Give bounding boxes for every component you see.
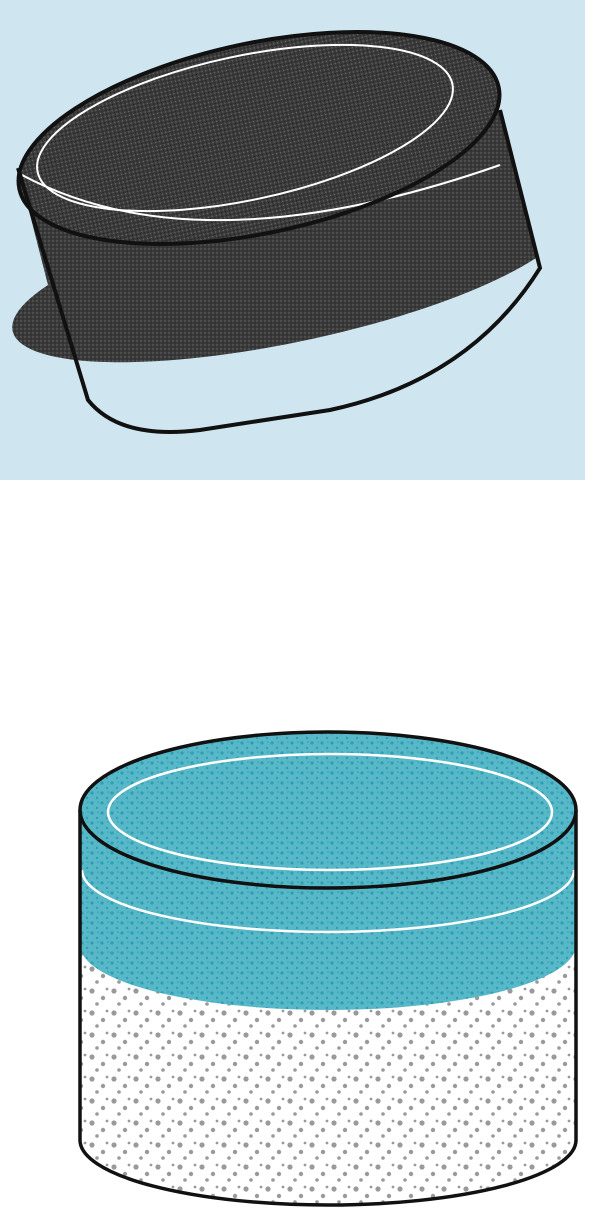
cylinder-inner-ring (106, 752, 554, 872)
cylinder-rim-line (80, 869, 576, 934)
color-figure-panel (0, 700, 597, 1210)
cylinder-top-face (80, 732, 576, 888)
upright-cylinder-drawing (78, 730, 578, 1207)
cylinder-body-outline (78, 810, 578, 1207)
tilted-cylinder-drawing (0, 0, 585, 480)
cylinder-rim-line (21, 164, 501, 222)
cylinder-body-outline (16, 109, 543, 434)
cylinder-top-outline (16, 30, 502, 246)
cylinder-inner-ring (36, 43, 454, 213)
scan-figure-panel (0, 0, 597, 480)
